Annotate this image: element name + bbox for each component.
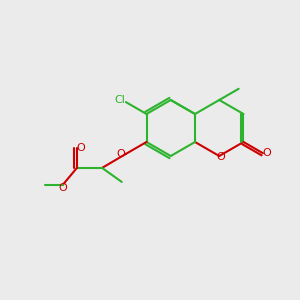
Text: O: O: [58, 183, 67, 193]
Text: O: O: [116, 149, 125, 159]
Text: O: O: [262, 148, 271, 158]
Text: O: O: [217, 152, 226, 162]
Text: O: O: [76, 143, 85, 153]
Text: Cl: Cl: [115, 95, 125, 105]
